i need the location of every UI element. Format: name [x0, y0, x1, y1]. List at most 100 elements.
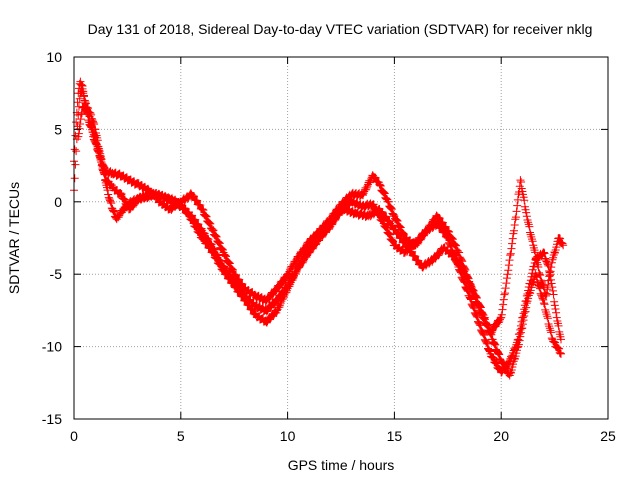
data-point: [549, 290, 558, 299]
data-point: [388, 221, 397, 230]
data-point: [224, 258, 233, 267]
data-point: [387, 236, 396, 245]
data-point: [467, 285, 476, 294]
data-point: [469, 286, 478, 295]
data-point: [239, 292, 248, 301]
data-layer: [70, 77, 568, 380]
data-point: [225, 258, 234, 267]
data-point: [381, 193, 390, 202]
data-point: [536, 271, 545, 280]
data-point: [78, 84, 87, 93]
data-point: [479, 330, 488, 339]
x-tick-label: 25: [600, 428, 616, 444]
data-point: [513, 201, 522, 210]
data-point: [181, 204, 190, 213]
data-point: [210, 231, 219, 240]
data-point: [109, 207, 118, 216]
data-point: [521, 307, 530, 316]
data-point: [89, 118, 98, 127]
data-point: [466, 280, 475, 289]
data-point: [103, 186, 112, 195]
data-point: [541, 308, 550, 317]
data-point: [538, 294, 547, 303]
data-point: [472, 293, 481, 302]
data-point: [558, 239, 567, 248]
data-point: [286, 280, 295, 289]
data-point: [223, 257, 232, 266]
data-point: [502, 274, 511, 283]
data-point: [448, 235, 457, 244]
data-point: [475, 301, 484, 310]
data-point: [205, 219, 214, 228]
data-point: [389, 211, 398, 220]
data-point: [91, 125, 100, 134]
data-point: [526, 230, 535, 239]
data-point: [214, 238, 223, 247]
data-point: [198, 205, 207, 214]
data-point: [217, 244, 226, 253]
data-point: [535, 284, 544, 293]
data-point: [444, 227, 453, 236]
data-point: [393, 216, 402, 225]
data-point: [516, 176, 525, 185]
data-point: [232, 283, 241, 292]
data-point: [398, 234, 407, 243]
data-point: [476, 302, 485, 311]
data-point: [520, 196, 529, 205]
data-point: [540, 249, 549, 258]
data-point: [223, 270, 232, 279]
data-point: [207, 224, 216, 233]
data-point: [469, 303, 478, 312]
data-point: [508, 234, 517, 243]
data-point: [275, 303, 284, 312]
data-point: [483, 339, 492, 348]
data-point: [507, 244, 516, 253]
data-point: [289, 274, 298, 283]
data-point: [211, 231, 220, 240]
data-point: [542, 310, 551, 319]
data-point: [220, 250, 229, 259]
data-point: [279, 292, 288, 301]
data-point: [210, 249, 219, 258]
data-point: [528, 237, 537, 246]
data-point: [382, 212, 391, 221]
data-point: [446, 233, 455, 242]
data-point: [495, 315, 504, 324]
data-point: [501, 284, 510, 293]
data-point: [72, 118, 81, 127]
data-point: [396, 222, 405, 231]
data-point: [291, 269, 300, 278]
data-point: [522, 208, 531, 217]
data-point: [539, 295, 548, 304]
data-point: [482, 338, 491, 347]
data-point: [559, 241, 568, 250]
y-tick-label: -10: [42, 339, 62, 355]
data-point: [369, 200, 378, 209]
data-point: [389, 210, 398, 219]
data-point: [541, 305, 550, 314]
data-point: [543, 314, 552, 323]
data-point: [512, 207, 521, 216]
data-point: [380, 189, 389, 198]
data-point: [526, 228, 535, 237]
data-point: [199, 206, 208, 215]
data-point: [535, 283, 544, 292]
data-point: [180, 204, 189, 213]
data-point: [200, 210, 209, 219]
data-point: [213, 255, 222, 263]
data-point: [555, 344, 564, 353]
data-point: [468, 285, 477, 294]
x-tick-label: 10: [280, 428, 296, 444]
data-point: [229, 279, 238, 288]
data-point: [453, 247, 462, 256]
data-point: [470, 304, 479, 313]
data-point: [242, 297, 251, 306]
y-tick-label: 5: [54, 121, 62, 137]
data-point: [472, 293, 481, 302]
data-point: [505, 358, 514, 367]
data-point: [301, 251, 310, 260]
y-tick-label: -15: [42, 411, 62, 427]
data-point: [458, 257, 467, 266]
data-point: [279, 294, 288, 303]
data-point: [378, 208, 387, 217]
